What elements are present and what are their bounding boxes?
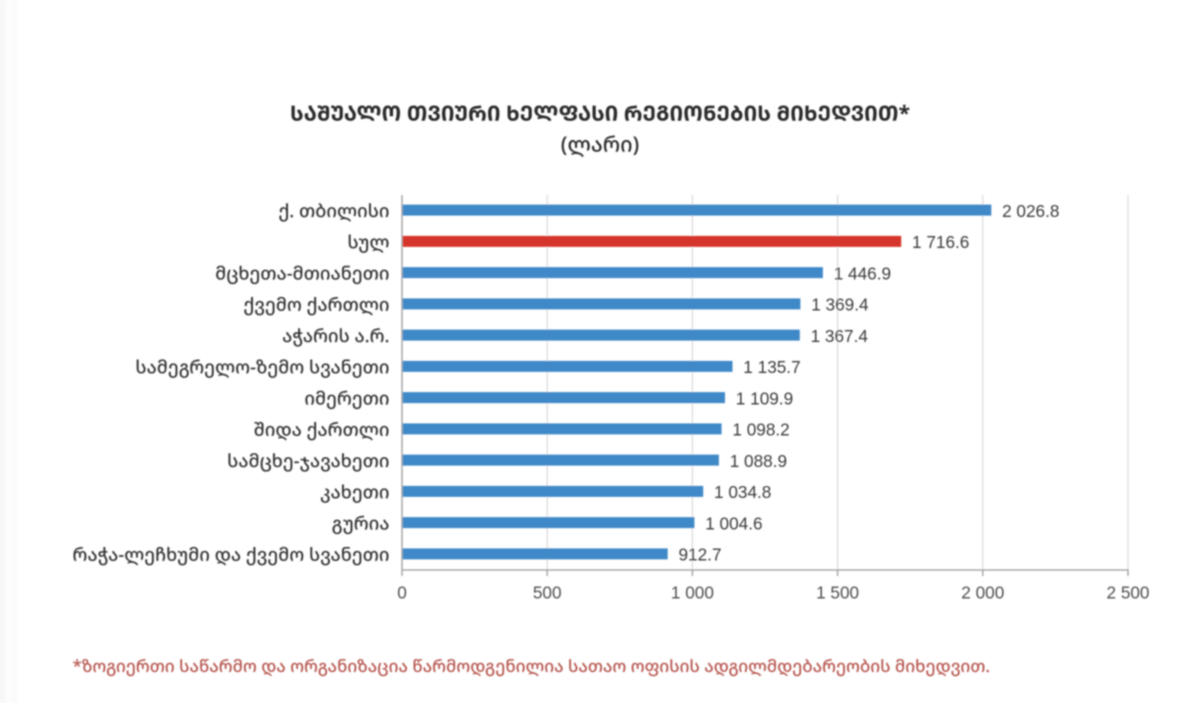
svg-text:2 500: 2 500	[1106, 583, 1149, 603]
svg-text:500: 500	[533, 583, 562, 603]
svg-text:1 004.6: 1 004.6	[705, 513, 762, 533]
svg-text:1 088.9: 1 088.9	[730, 451, 787, 471]
svg-text:2 026.8: 2 026.8	[1002, 201, 1059, 221]
svg-text:1 367.4: 1 367.4	[811, 326, 869, 346]
svg-text:1 135.7: 1 135.7	[743, 357, 800, 377]
svg-text:1 000: 1 000	[671, 583, 714, 603]
svg-text:1 109.9: 1 109.9	[736, 388, 793, 408]
svg-text:2 000: 2 000	[961, 583, 1004, 603]
svg-text:1 500: 1 500	[816, 583, 859, 603]
svg-text:0: 0	[397, 583, 407, 603]
svg-text:1 034.8: 1 034.8	[714, 482, 771, 502]
svg-text:1 446.9: 1 446.9	[834, 263, 891, 283]
svg-text:1 369.4: 1 369.4	[811, 295, 869, 315]
svg-text:912.7: 912.7	[679, 545, 722, 565]
svg-text:1 716.6: 1 716.6	[912, 232, 969, 252]
svg-text:1 098.2: 1 098.2	[732, 420, 789, 440]
